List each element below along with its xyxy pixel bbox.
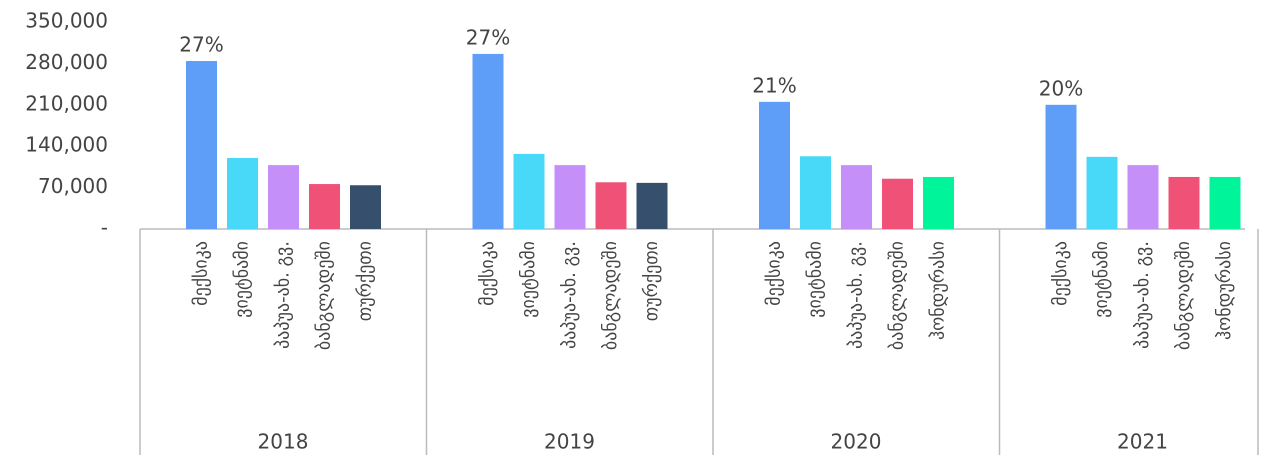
bar xyxy=(595,182,627,229)
category-label: თურქეთი xyxy=(641,241,662,321)
share-label: 21% xyxy=(752,73,796,97)
bar xyxy=(186,61,217,229)
group-label: 2021 xyxy=(1117,430,1168,454)
bar xyxy=(800,156,831,229)
share-label: 27% xyxy=(466,25,510,49)
category-label: ვიეტნამი xyxy=(1091,241,1112,318)
bar xyxy=(1168,176,1200,229)
bar xyxy=(1045,104,1077,229)
bar xyxy=(923,176,954,229)
bar xyxy=(309,184,340,229)
category-label: ბანგლადეში xyxy=(887,241,908,350)
bar xyxy=(227,158,258,229)
bar xyxy=(513,153,545,229)
category-label: მექსიკა xyxy=(477,241,498,306)
bar xyxy=(554,165,586,229)
bar xyxy=(268,165,299,229)
category-label: პაპუა-ახ. გვ. xyxy=(559,241,580,349)
category-label: ვიეტნამი xyxy=(805,241,826,318)
group-label: 2019 xyxy=(544,430,595,454)
category-label: ბანგლადეში xyxy=(600,241,621,350)
y-tick-label: 140,000 xyxy=(25,133,108,157)
group-label: 2020 xyxy=(831,430,882,454)
category-label: ვიეტნამი xyxy=(232,241,253,318)
group-label: 2018 xyxy=(258,430,309,454)
category-label: პაპუა-ახ. გვ. xyxy=(273,241,294,349)
category-label: თურქეთი xyxy=(355,241,376,321)
share-label: 27% xyxy=(179,33,223,57)
category-label: პაპუა-ახ. გვ. xyxy=(846,241,867,349)
category-label: ჰონდურასი xyxy=(1214,241,1235,340)
y-tick-label: - xyxy=(101,216,108,240)
category-label: ბანგლადეში xyxy=(1173,241,1194,350)
category-label: ჰონდურასი xyxy=(928,241,949,340)
bar xyxy=(1127,165,1159,229)
bar xyxy=(1086,156,1118,229)
y-tick-label: 70,000 xyxy=(38,174,108,198)
category-label: მექსიკა xyxy=(1050,241,1071,306)
category-label: ბანგლადეში xyxy=(314,241,335,350)
bar xyxy=(350,185,381,229)
y-tick-label: 210,000 xyxy=(25,91,108,115)
bar xyxy=(472,53,504,230)
category-label: ვიეტნამი xyxy=(518,241,539,318)
category-label: პაპუა-ახ. გვ. xyxy=(1132,241,1153,349)
y-tick-label: 280,000 xyxy=(25,50,108,74)
bar xyxy=(1209,176,1241,229)
bar xyxy=(882,178,913,229)
bar xyxy=(841,165,872,229)
category-label: მექსიკა xyxy=(764,241,785,306)
y-tick-label: 350,000 xyxy=(25,9,108,33)
share-label: 20% xyxy=(1039,76,1083,100)
bar xyxy=(636,182,668,229)
category-label: მექსიკა xyxy=(191,241,212,306)
bar xyxy=(759,101,790,229)
